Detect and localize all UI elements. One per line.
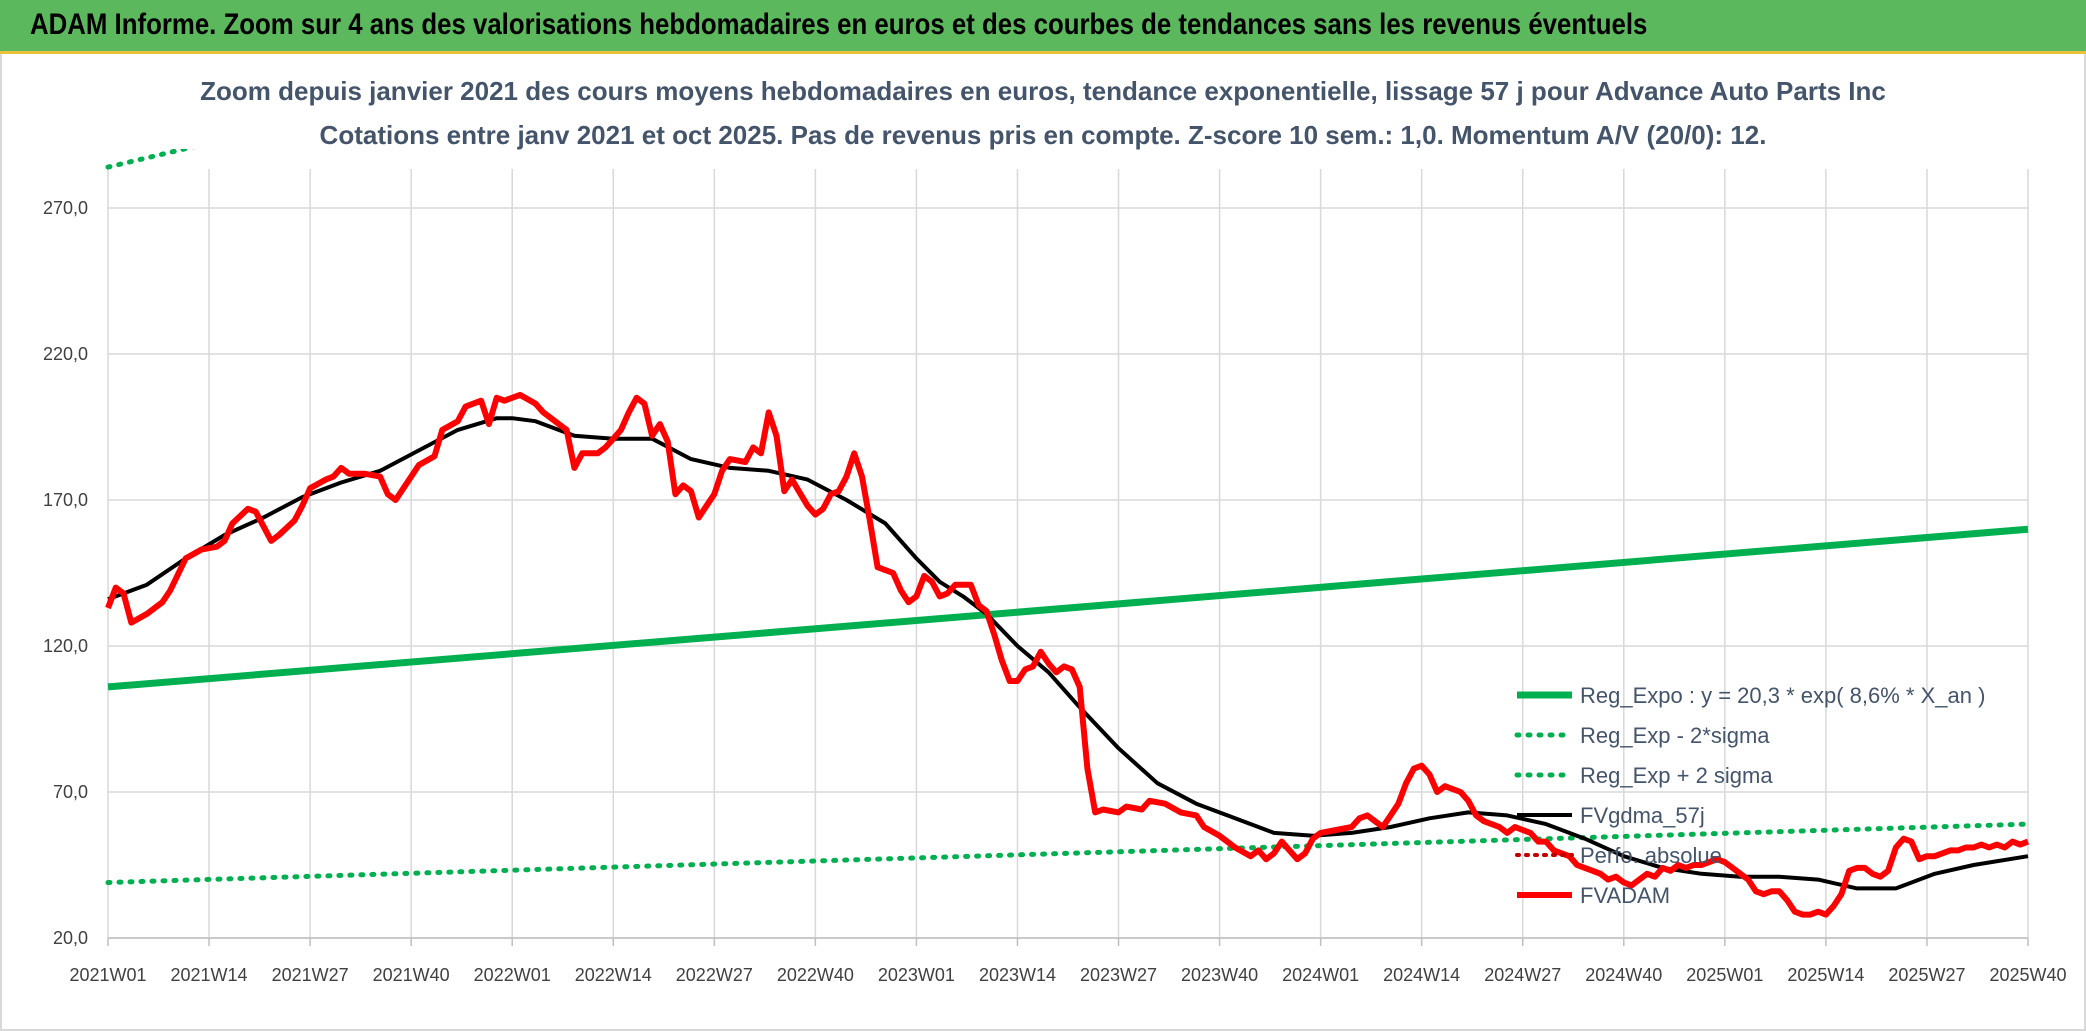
x-tick-label: 2024W40 bbox=[1585, 965, 1662, 985]
axis-ticks: 20,0 70,0 120,0 170,0 220,0 270,0 2021W01 2021W… bbox=[43, 198, 2067, 985]
x-tick-label: 2023W14 bbox=[979, 965, 1056, 985]
chart-title: Zoom depuis janvier 2021 des cours moyen… bbox=[200, 76, 1886, 106]
legend-label: Reg_Expo : y = 20,3 * exp( 8,6% * X_an ) bbox=[1580, 683, 1985, 708]
legend-label: FVADAM bbox=[1580, 883, 1670, 908]
x-tick-label: 2023W27 bbox=[1080, 965, 1157, 985]
y-tick-label: 20,0 bbox=[53, 928, 88, 948]
x-tick-label: 2021W01 bbox=[69, 965, 146, 985]
chart-legend: Reg_Expo : y = 20,3 * exp( 8,6% * X_an )… bbox=[1514, 683, 1985, 908]
x-tick-label: 2022W01 bbox=[474, 965, 551, 985]
report-header: ADAM Informe. Zoom sur 4 ans des valoris… bbox=[0, 0, 2086, 54]
x-tick-label: 2023W40 bbox=[1181, 965, 1258, 985]
legend-label: Reg_Exp - 2*sigma bbox=[1580, 723, 1770, 748]
grid-lines bbox=[107, 169, 2029, 946]
series-line-1 bbox=[105, 821, 2031, 885]
legend-label: Reg_Exp + 2 sigma bbox=[1580, 763, 1773, 788]
x-tick-label: 2025W01 bbox=[1686, 965, 1763, 985]
x-tick-label: 2024W01 bbox=[1282, 965, 1359, 985]
x-tick-label: 2022W27 bbox=[676, 965, 753, 985]
report-title: ADAM Informe. Zoom sur 4 ans des valoris… bbox=[30, 8, 1648, 41]
y-tick-label: 120,0 bbox=[43, 636, 88, 656]
x-tick-label: 2021W14 bbox=[171, 965, 248, 985]
chart-frame: Zoom depuis janvier 2021 des cours moyen… bbox=[0, 54, 2086, 1031]
chart-subtitle: Cotations entre janv 2021 et oct 2025. P… bbox=[320, 120, 1767, 150]
x-tick-label: 2025W14 bbox=[1787, 965, 1864, 985]
x-tick-label: 2024W27 bbox=[1484, 965, 1561, 985]
series-line-5 bbox=[105, 391, 2030, 918]
x-tick-label: 2022W40 bbox=[777, 965, 854, 985]
x-tick-label: 2024W14 bbox=[1383, 965, 1460, 985]
legend-label: Perfo. absolue bbox=[1580, 843, 1722, 868]
series-layer bbox=[105, 149, 2031, 918]
legend-label: FVgdma_57j bbox=[1580, 803, 1705, 828]
x-tick-label: 2021W27 bbox=[272, 965, 349, 985]
trend-chart: Zoom depuis janvier 2021 des cours moyen… bbox=[43, 76, 2067, 985]
series-line-3 bbox=[107, 416, 2029, 891]
x-tick-label: 2022W14 bbox=[575, 965, 652, 985]
x-tick-label: 2023W01 bbox=[878, 965, 955, 985]
y-tick-label: 270,0 bbox=[43, 198, 88, 218]
x-tick-label: 2025W40 bbox=[1989, 965, 2066, 985]
y-tick-label: 170,0 bbox=[43, 490, 88, 510]
y-tick-label: 70,0 bbox=[53, 782, 88, 802]
x-tick-label: 2025W27 bbox=[1888, 965, 1965, 985]
series-line-0 bbox=[107, 525, 2029, 691]
y-tick-label: 220,0 bbox=[43, 344, 88, 364]
series-line-2 bbox=[105, 149, 196, 170]
x-tick-label: 2021W40 bbox=[373, 965, 450, 985]
